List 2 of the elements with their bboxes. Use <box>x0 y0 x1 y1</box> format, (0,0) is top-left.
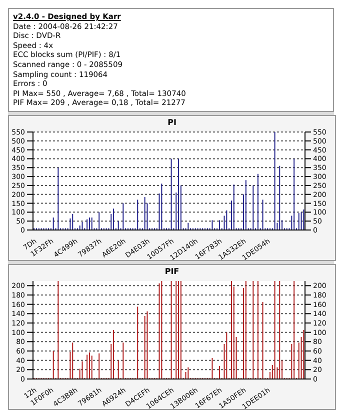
chart-title: PIF <box>164 266 180 277</box>
chart-title: PI <box>166 116 178 128</box>
